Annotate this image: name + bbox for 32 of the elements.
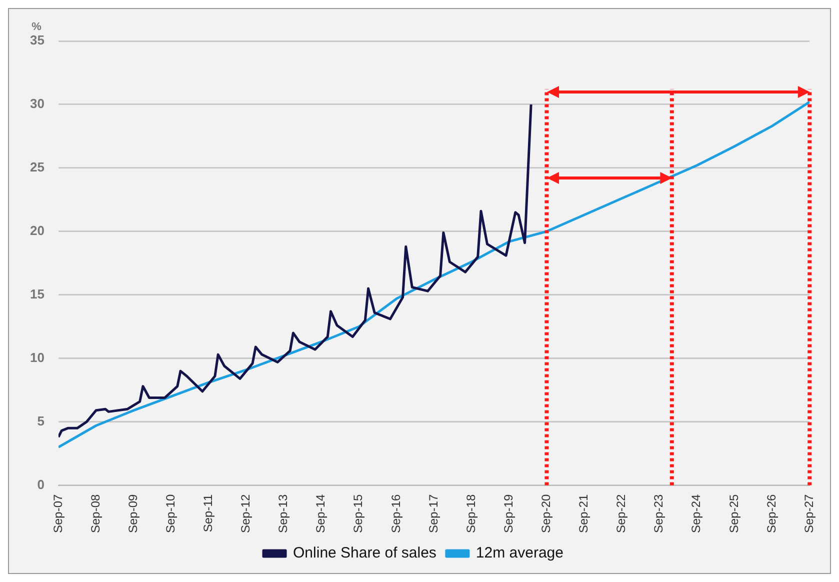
y-tick-label: 5: [37, 413, 44, 428]
x-tick-label: Sep-18: [464, 494, 478, 534]
legend-label: Online Share of sales: [293, 544, 436, 562]
x-tick-label: Sep-17: [426, 494, 440, 534]
x-tick-label: Sep-16: [388, 494, 403, 534]
x-tick-label: Sep-08: [88, 494, 102, 534]
x-tick-label: Sep-11: [201, 494, 215, 532]
x-tick-label: Sep-22: [614, 494, 628, 534]
x-tick-label: Sep-19: [501, 494, 516, 534]
x-tick-label: Sep-12: [238, 494, 253, 534]
x-tick-label: Sep-09: [126, 494, 140, 534]
x-tick-label: Sep-10: [163, 494, 178, 534]
y-tick-label: 25: [30, 160, 44, 175]
x-tick-label: Sep-14: [314, 494, 328, 534]
y-tick-label: 15: [30, 286, 44, 302]
x-tick-label: Sep-15: [351, 494, 366, 534]
y-tick-label: 30: [30, 96, 44, 112]
y-tick-label: 10: [30, 350, 44, 365]
y-tick-label: 0: [37, 476, 44, 492]
y-tick-label: 20: [30, 222, 44, 238]
x-tick-label: Sep-23: [652, 494, 666, 534]
x-tick-label: Sep-27: [802, 494, 816, 534]
y-axis-title: %: [32, 21, 42, 34]
x-tick-label: Sep-21: [576, 494, 591, 534]
x-tick-label: Sep-25: [726, 494, 741, 534]
x-tick-label: Sep-13: [276, 494, 290, 534]
x-tick-label: Sep-07: [50, 494, 65, 534]
x-tick-label: Sep-20: [539, 494, 554, 534]
x-tick-label: Sep-26: [764, 494, 778, 534]
x-tick-label: Sep-24: [689, 494, 704, 534]
legend-label: 12m average: [476, 544, 564, 562]
y-tick-label: 35: [30, 32, 44, 48]
